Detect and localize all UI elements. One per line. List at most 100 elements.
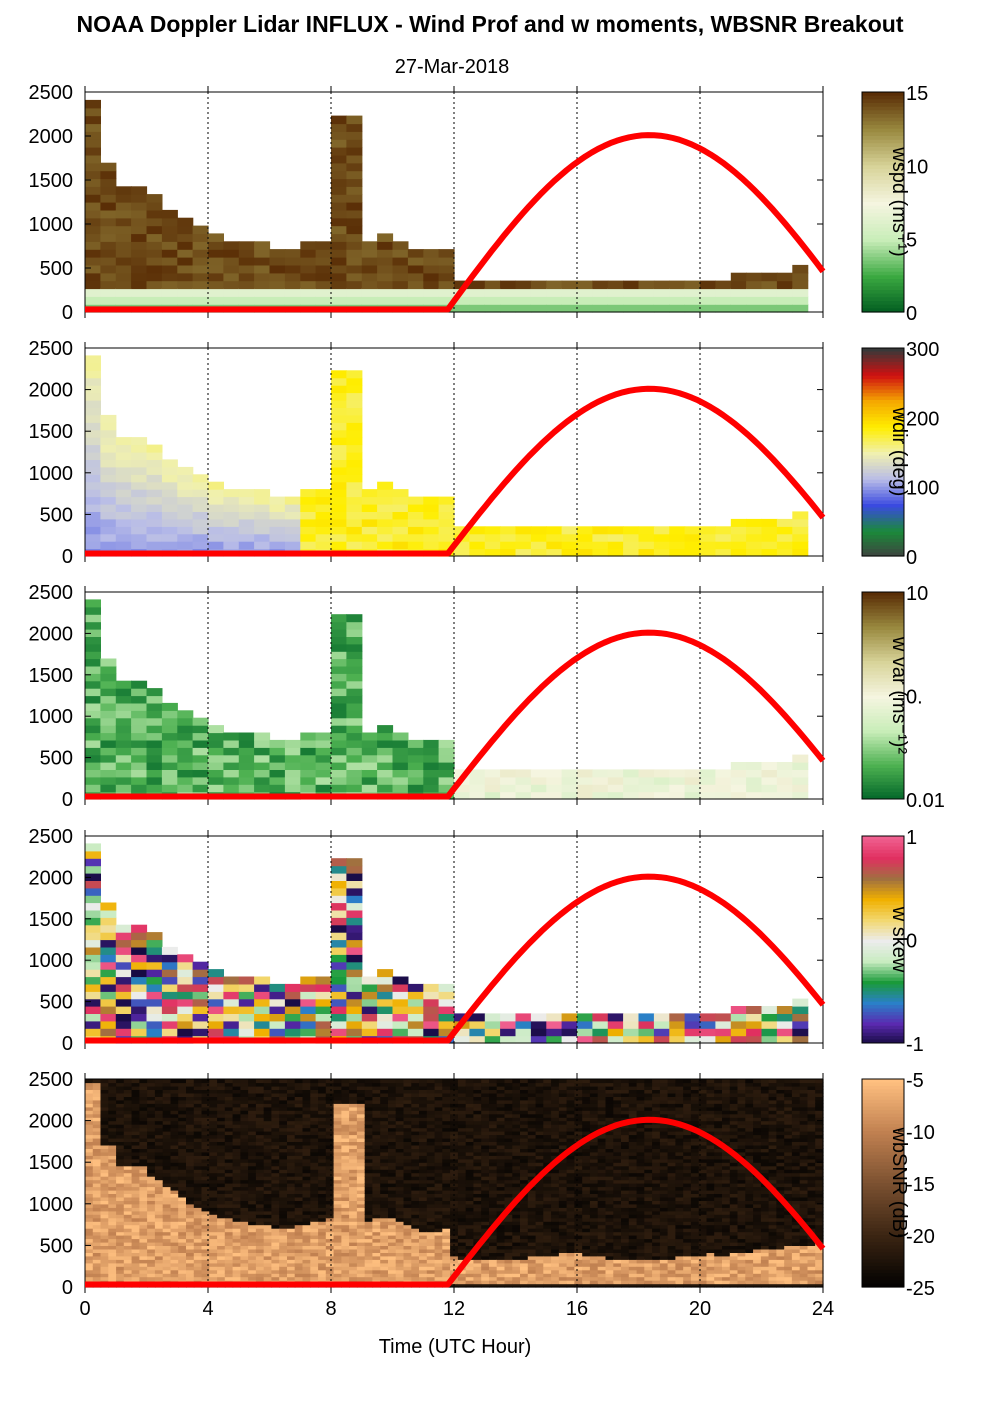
heatmap-cell [162, 1096, 172, 1101]
heatmap-cell [361, 504, 378, 512]
heatmap-cell [372, 1165, 381, 1170]
heatmap-cell [300, 541, 317, 550]
heatmap-cell [500, 1020, 517, 1029]
heatmap-cell [438, 762, 455, 770]
heatmap-cell [100, 233, 117, 242]
heatmap-cell [223, 280, 240, 290]
heatmap-cell [331, 917, 347, 926]
heatmap-cell [85, 1245, 94, 1250]
heatmap-cell [411, 1203, 420, 1208]
heatmap-cell [131, 1255, 140, 1260]
heatmap-cell [255, 1120, 265, 1125]
heatmap-cell [377, 489, 394, 498]
heatmap-cell [248, 1148, 257, 1153]
heatmap-cell [669, 280, 686, 290]
heatmap-cell [346, 969, 363, 978]
heatmap-cell [279, 1144, 288, 1149]
heatmap-cell [346, 776, 363, 785]
heatmap-cell [232, 1144, 241, 1149]
colorbar-frame [861, 347, 905, 557]
heatmap-cell [341, 1200, 350, 1205]
heatmap-cell [419, 1131, 428, 1136]
heatmap-cell [193, 1207, 203, 1212]
heatmap-cell [162, 1214, 172, 1219]
heatmap-cell [170, 1224, 179, 1229]
heatmap-cell [263, 1252, 273, 1257]
heatmap-cell [287, 1079, 296, 1084]
heatmap-cell [170, 1120, 179, 1125]
heatmap-cell [315, 776, 332, 785]
heatmap-cell [700, 1028, 716, 1037]
heatmap-cell [92, 1276, 102, 1281]
colorbar-swatch [862, 497, 904, 502]
heatmap-cell [392, 1028, 409, 1037]
heatmap-cell [209, 1273, 218, 1278]
heatmap-cell [361, 784, 378, 793]
heatmap-cell [294, 1266, 304, 1271]
heatmap-cell [170, 1124, 179, 1129]
heatmap-cell [315, 732, 332, 741]
heatmap-cell [411, 1238, 420, 1243]
heatmap-cell [325, 1241, 335, 1246]
heatmap-cell [193, 1131, 203, 1136]
heatmap-cell [170, 1134, 179, 1139]
heatmap-cell [457, 1131, 467, 1136]
heatmap-cell [407, 280, 424, 290]
heatmap-cell [154, 1155, 164, 1160]
heatmap-cell [341, 1224, 350, 1229]
heatmap-cell [450, 1231, 459, 1236]
heatmap-cell [318, 1266, 327, 1271]
heatmap-cell [426, 1148, 436, 1153]
heatmap-cell [761, 518, 778, 527]
heatmap-cell [263, 1127, 273, 1132]
colorbar-swatch [862, 132, 904, 137]
colorbar-swatch [862, 654, 904, 659]
heatmap-cell [170, 1203, 179, 1208]
heatmap-cell [356, 1096, 366, 1101]
heatmap-cell [263, 1186, 273, 1191]
heatmap-cell [341, 1269, 350, 1274]
heatmap-cell [177, 954, 194, 963]
heatmap-cell [776, 1013, 793, 1022]
heatmap-cell [279, 1079, 288, 1084]
heatmap-cell [139, 1079, 148, 1084]
heatmap-cell [356, 1276, 366, 1281]
heatmap-cell [356, 1085, 366, 1090]
heatmap-cell [356, 1113, 366, 1118]
heatmap-cell [372, 1248, 381, 1253]
heatmap-cell [209, 1165, 218, 1170]
heatmap-cell [240, 1221, 249, 1226]
heatmap-cell [116, 1099, 125, 1104]
heatmap-cell [407, 533, 424, 542]
heatmap-cell [116, 1117, 125, 1122]
heatmap-cell [364, 1224, 374, 1229]
heatmap-cell [170, 1262, 179, 1267]
heatmap-cell [457, 1217, 467, 1222]
heatmap-cell [457, 1207, 467, 1212]
colorbar-swatch [862, 143, 904, 148]
heatmap-cell [294, 1252, 304, 1257]
heatmap-cell [776, 548, 793, 557]
colorbar-swatch [862, 908, 904, 913]
heatmap-cell [325, 1255, 335, 1260]
heatmap-cell [108, 1144, 117, 1149]
heatmap-cell [85, 272, 101, 282]
heatmap-cell [318, 1262, 327, 1267]
heatmap-cell [85, 241, 101, 250]
heatmap-cell [100, 1221, 109, 1226]
heatmap-cell [302, 1085, 311, 1090]
colorbar-swatch [862, 792, 904, 797]
heatmap-cell [361, 518, 378, 527]
heatmap-cell [407, 991, 424, 1000]
heatmap-cell [123, 1231, 133, 1236]
heatmap-cell [469, 784, 486, 793]
heatmap-cell [201, 1162, 210, 1167]
heatmap-wspd [85, 99, 809, 313]
heatmap-cell [85, 1276, 94, 1281]
heatmap-cell [201, 1262, 210, 1267]
heatmap-cell [349, 1189, 358, 1194]
heatmap-cell [377, 983, 394, 992]
heatmap-cell [331, 865, 347, 874]
heatmap-cell [131, 762, 148, 770]
heatmap-cell [346, 115, 363, 125]
